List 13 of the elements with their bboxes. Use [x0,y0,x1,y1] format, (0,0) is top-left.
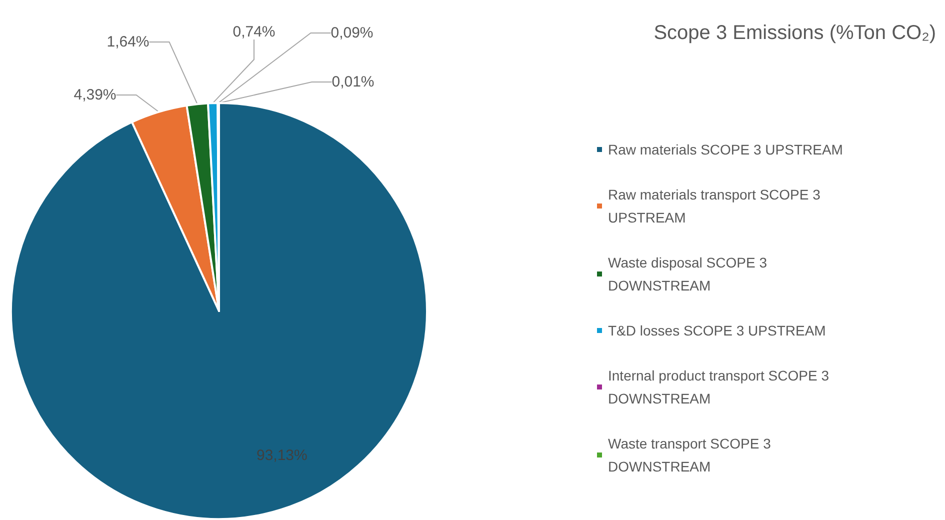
data-label: 0,09% [330,24,374,42]
data-label: 1,64% [106,34,150,50]
data-label: 0,74% [232,24,276,40]
data-label: 93,13% [256,447,308,464]
legend-label: Internal product transport SCOPE 3 DOWNSTREAM [608,368,833,406]
chart-title: Scope 3 Emissions (%Ton CO₂) [654,22,936,44]
legend-label: Waste transport SCOPE 3 DOWNSTREAM [608,436,775,474]
data-label: 4,39% [74,86,116,104]
legend-label: Raw materials transport SCOPE 3 UPSTREAM [608,186,824,226]
legend-label: T&D losses SCOPE 3 UPSTREAM [608,322,826,338]
legend-label: Waste disposal SCOPE 3 DOWNSTREAM [608,254,771,294]
data-label: 0,01% [332,74,374,90]
legend-label: Raw materials SCOPE 3 UPSTREAM [608,142,843,158]
